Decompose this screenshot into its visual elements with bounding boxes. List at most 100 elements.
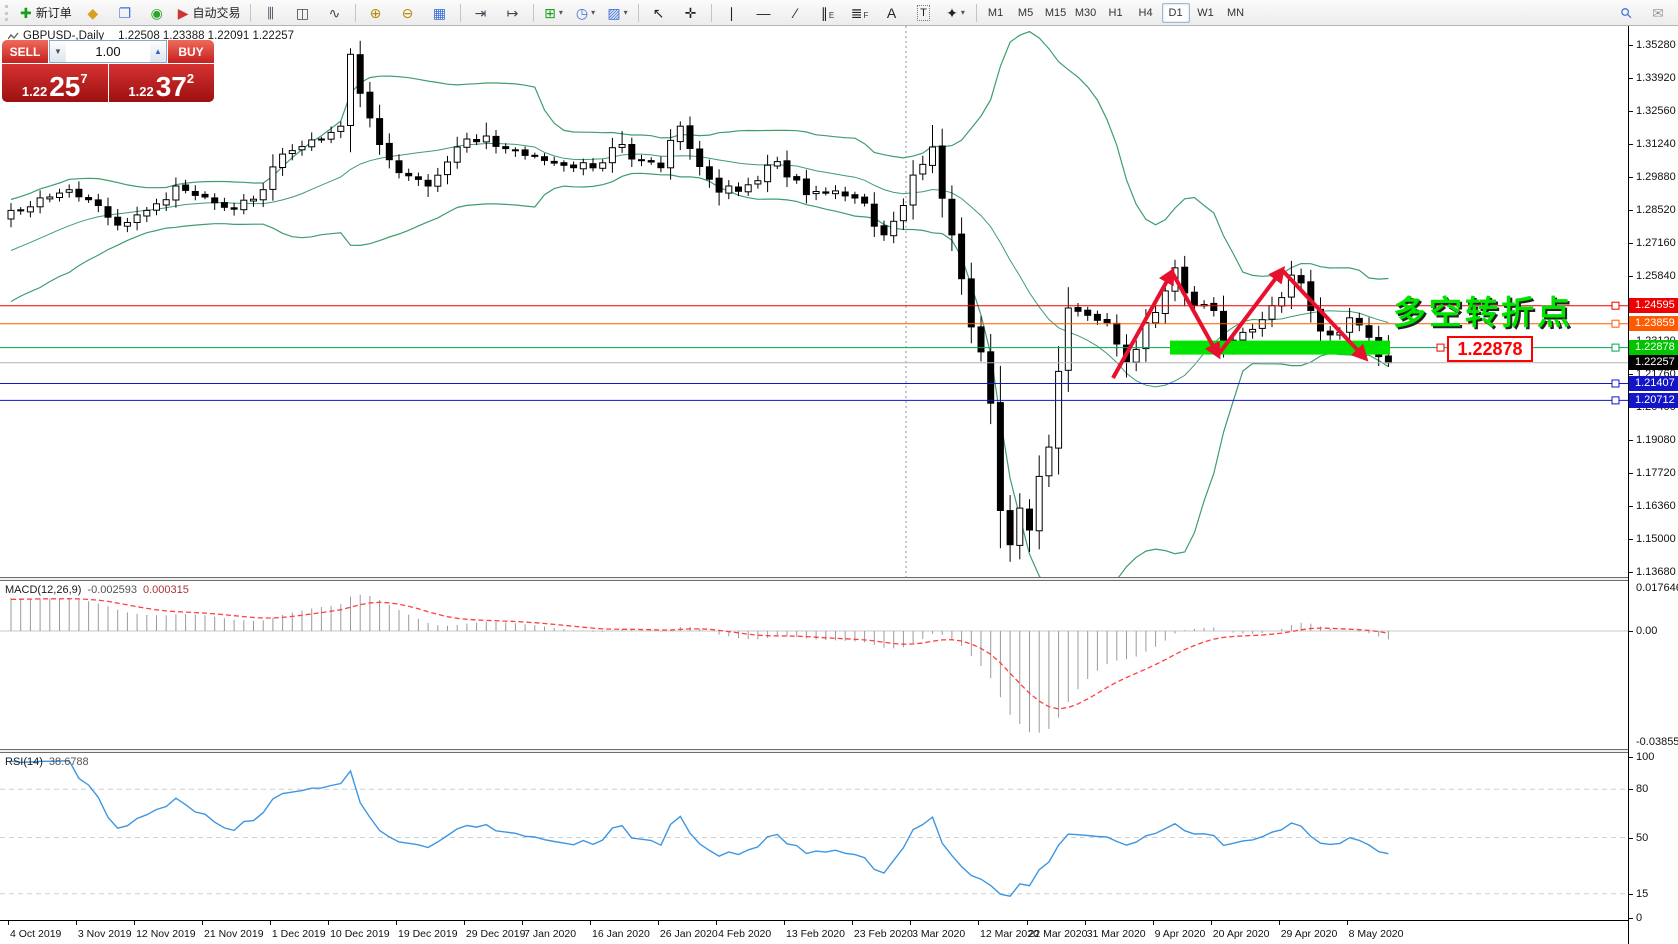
time-tick-mark (269, 921, 271, 925)
axis-tick-label: 1.13680 (1636, 566, 1676, 578)
axis-tick-mark (1629, 374, 1633, 376)
toolbar-separator (710, 3, 712, 22)
tile-windows-button[interactable]: ▦ (425, 2, 455, 24)
indicators-button[interactable]: ⊞ ▾ (539, 2, 569, 24)
axis-tick-label: 80 (1636, 783, 1649, 796)
zoom-out-icon: ⊖ (401, 4, 414, 21)
time-axis: 4 Oct 2019 3 Nov 2019 12 Nov 2019 21 Nov 20… (0, 920, 1678, 944)
macd-label: MACD(12,26,9) -0.002593 0.000315 (5, 584, 189, 596)
zoom-out-button[interactable]: ⊖ (393, 2, 423, 24)
buy-price-main: 37 (155, 71, 187, 102)
timeframe-W1[interactable]: W1 (1197, 6, 1214, 19)
buy-price[interactable]: 1.22 37 2 (108, 64, 214, 102)
equidistant-channel-button[interactable]: ∥ E (813, 2, 843, 24)
axis-tick-label: 1.32560 (1636, 104, 1676, 117)
buy-button[interactable]: BUY (168, 40, 214, 63)
signals-button[interactable]: ◉ (142, 2, 172, 24)
fibonacci-button[interactable]: ≣ F (845, 2, 875, 24)
line-chart-button[interactable]: ∿ (320, 2, 350, 24)
chart-shift-button[interactable]: ↦ (498, 2, 528, 24)
text-label-button[interactable]: T (909, 2, 939, 24)
text-button[interactable]: A (877, 2, 907, 24)
sell-button[interactable]: SELL (2, 40, 48, 63)
axis-tick-mark (1629, 77, 1633, 79)
timeframe-H1[interactable]: H1 (1108, 6, 1123, 19)
rsi-label: RSI(14) 38.6788 (5, 756, 89, 768)
volume-input[interactable]: 1.00 (95, 44, 121, 59)
sell-price[interactable]: 1.22 25 7 (2, 64, 108, 102)
volume-decrease-button[interactable]: ▼ (50, 41, 66, 62)
panel-splitter[interactable] (0, 749, 1678, 753)
time-tick-label: 3 Mar 2020 (912, 928, 966, 940)
toolbar-separator (249, 3, 251, 22)
timeframe-M30[interactable]: M30 (1074, 6, 1097, 19)
time-tick-mark (463, 921, 465, 925)
toolbar-grip (5, 4, 11, 21)
toolbar-separator (532, 3, 534, 22)
time-tick-mark (1346, 921, 1348, 925)
cursor-button[interactable]: ↖ (644, 2, 674, 24)
candlestick-chart-button[interactable]: ◫ (288, 2, 318, 24)
vertical-line-button[interactable]: ∣ (717, 2, 747, 24)
chevron-down-icon: ▾ (623, 8, 628, 17)
axis-tick-label: 100 (1636, 751, 1655, 763)
buy-price-prefix: 1.22 (128, 84, 154, 99)
search-button[interactable]: ⚲ (1611, 2, 1641, 24)
templates-button[interactable]: ▨ ▾ (603, 2, 633, 24)
trendline-icon: ∕ (794, 4, 797, 21)
new-order-icon: ✚ (20, 4, 32, 21)
axis-tick-mark (1629, 275, 1633, 277)
sell-price-main: 25 (49, 71, 81, 102)
toolbar-separator (975, 3, 977, 22)
timeframe-H4[interactable]: H4 (1138, 6, 1153, 19)
time-tick-mark (522, 921, 524, 925)
autotrading-label: 自动交易 (192, 6, 241, 20)
timeframe-D1[interactable]: D1 (1161, 2, 1190, 23)
autotrading-icon: ▶ (177, 4, 189, 21)
one-click-trading-panel: SELL ▼ 1.00 ▲ BUY 1.22 25 7 1.22 37 2 (2, 40, 214, 102)
autotrading-button[interactable]: ▶ 自动交易 (174, 2, 245, 24)
new-order-button[interactable]: ✚ 新订单 (16, 2, 76, 24)
crosshair-button[interactable]: ✛ (676, 2, 706, 24)
axis-tick-mark (1629, 440, 1633, 442)
price-axis: 1.35280 1.33920 1.32560 1.31240 1.29880 1.285… (1628, 26, 1678, 944)
time-tick-label: 31 Mar 2020 (1086, 928, 1146, 940)
time-tick-mark (978, 921, 979, 925)
periods-button[interactable]: ◷ ▾ (571, 2, 601, 24)
arrows-button[interactable]: ✦ ▾ (941, 2, 971, 24)
zoom-in-button[interactable]: ⊕ (361, 2, 391, 24)
zoom-in-icon: ⊕ (369, 4, 382, 21)
volume-increase-button[interactable]: ▲ (150, 41, 166, 62)
time-tick-label: 23 Feb 2020 (853, 928, 913, 940)
timeframe-M1[interactable]: M1 (987, 6, 1004, 19)
axis-tick-mark (1629, 918, 1633, 919)
timeframe-M15[interactable]: M15 (1044, 6, 1067, 19)
trendline-button[interactable]: ∕ (781, 2, 811, 24)
market-window-button[interactable]: ❐ (110, 2, 140, 24)
axis-tick-mark (1629, 143, 1633, 145)
bar-chart-button[interactable]: ⫼ (256, 2, 286, 24)
time-tick-label: 12 Mar 2020 (980, 928, 1039, 940)
time-tick-label: 4 Feb 2020 (718, 928, 772, 940)
axis-tick-label: 1.29880 (1636, 170, 1676, 183)
panel-splitter[interactable] (0, 577, 1678, 581)
price-level-tag: 1.22257 (1629, 355, 1678, 371)
toggle-symbols-button[interactable]: ◆ (78, 2, 108, 24)
time-tick-label: 29 Apr 2020 (1280, 928, 1338, 940)
axis-tick-label: 1.15000 (1636, 533, 1676, 546)
axis-tick-label: 50 (1636, 831, 1649, 844)
axis-tick-label: 1.27160 (1636, 236, 1676, 249)
horizontal-line-button[interactable]: ― (749, 2, 779, 24)
chart-window[interactable]: GBPUSD-,Daily 1.22508 1.23388 1.22091 1.… (0, 26, 1678, 944)
time-tick-mark (202, 921, 203, 925)
timeframe-MN[interactable]: MN (1226, 6, 1245, 19)
axis-tick-label: 1.17720 (1636, 467, 1676, 480)
auto-scroll-button[interactable]: ⇥ (466, 2, 496, 24)
candlestick-chart-icon: ◫ (295, 4, 310, 21)
chat-button[interactable]: ✉ (1643, 2, 1673, 24)
time-tick-mark (75, 921, 77, 925)
periods-icon: ◷ (575, 4, 589, 21)
timeframe-M5[interactable]: M5 (1017, 6, 1034, 19)
axis-tick-label: 1.31240 (1636, 137, 1676, 150)
price-level-tag: 1.22878 (1629, 340, 1678, 356)
